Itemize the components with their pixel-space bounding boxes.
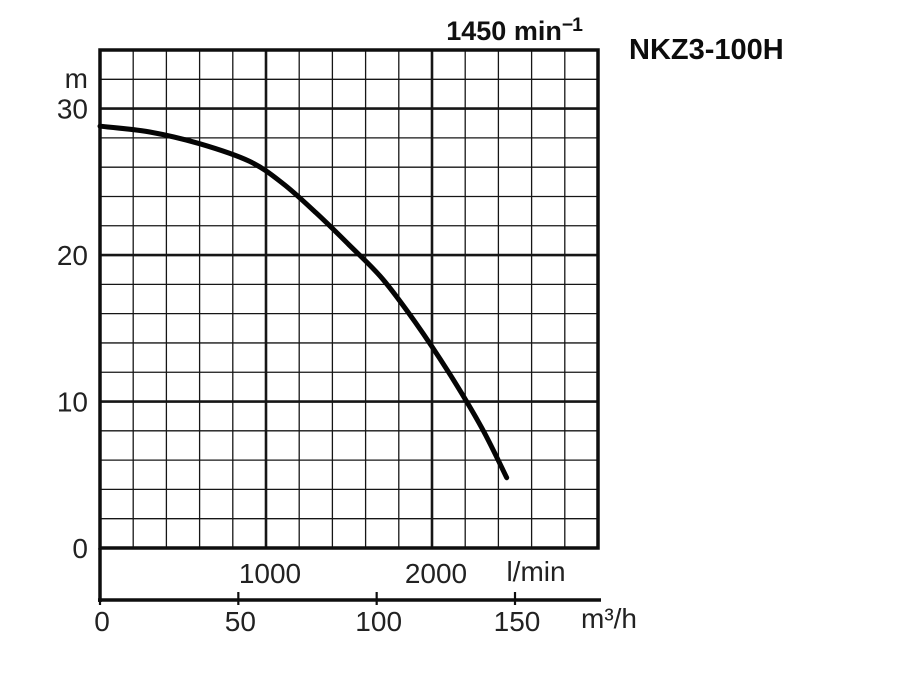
secondary-x-axis-tick-labels: 0 50 100 150: [94, 606, 540, 637]
y-tick-label: 0: [72, 533, 88, 564]
x-secondary-tick-label: 0: [94, 606, 110, 637]
y-axis-tick-labels: 0 10 20 30: [57, 94, 88, 564]
rotation-speed-value: 1450 min: [446, 16, 562, 46]
rotation-speed-label: 1450 min−1: [0, 13, 583, 47]
pump-model-title: NKZ3-100H: [629, 34, 784, 66]
x-secondary-tick-label: 100: [355, 606, 402, 637]
x-primary-tick-label: 1000: [239, 558, 301, 589]
y-tick-label: 20: [57, 240, 88, 271]
head-curve: [97, 123, 510, 481]
grid-minor-lines: [100, 50, 598, 548]
secondary-x-axis-unit-label: m³/h: [581, 603, 637, 634]
y-axis-unit-label: m: [64, 63, 88, 94]
primary-x-axis-tick-labels: 1000 2000: [239, 558, 467, 589]
x-primary-tick-label: 2000: [405, 558, 467, 589]
x-secondary-tick-label: 150: [494, 606, 541, 637]
x-secondary-tick-label: 50: [225, 606, 256, 637]
head-curve-line: [97, 123, 510, 481]
y-tick-label: 30: [57, 94, 88, 125]
secondary-axis: [98, 548, 601, 605]
plot-border: [98, 48, 600, 550]
grid-major-lines: [100, 50, 598, 548]
y-tick-label: 10: [57, 387, 88, 418]
primary-x-axis-unit-label: l/min: [506, 556, 566, 587]
rotation-speed-exponent: −1: [561, 14, 583, 36]
